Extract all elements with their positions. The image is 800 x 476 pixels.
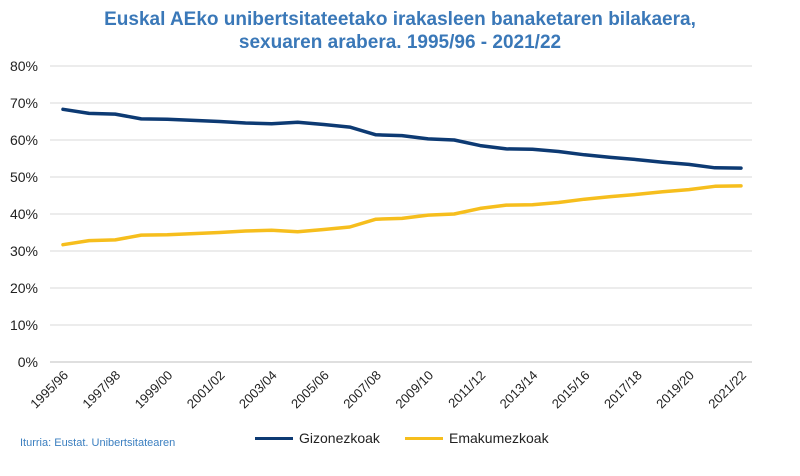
x-tick-label: 2019/20 [653, 368, 697, 412]
legend-item-emakumezkoak: Emakumezkoak [405, 430, 549, 446]
x-tick-label: 1995/96 [27, 368, 71, 412]
series-line-gizonezkoak [61, 107, 743, 170]
y-tick-label: 60% [10, 132, 38, 148]
chart-title: Euskal AEko unibertsitateetako irakaslee… [0, 8, 800, 54]
chart-title-line-2: sexuaren arabera. 1995/96 - 2021/22 [238, 32, 562, 53]
grid-lines [50, 65, 752, 363]
x-tick-label: 2011/12 [445, 368, 488, 411]
y-tick-label: 50% [10, 169, 38, 185]
x-tick-label: 2015/16 [549, 368, 593, 412]
chart-title-line-1: Euskal AEko unibertsitateetako irakaslee… [104, 9, 696, 30]
x-tick-label: 2001/02 [184, 368, 228, 412]
legend-label-gizonezkoak: Gizonezkoak [299, 430, 380, 446]
x-tick-label: 2005/06 [288, 368, 332, 412]
x-tick-label: 2009/10 [392, 368, 436, 412]
x-tick-label: 2013/14 [497, 368, 541, 412]
x-tick-label: 1999/00 [132, 368, 176, 412]
x-tick-label: 1997/98 [79, 368, 123, 412]
series-lines [61, 107, 743, 247]
x-axis-tick-labels: 1995/96 1997/98 1999/00 2001/02 2003/04 2005/… [27, 368, 749, 412]
x-tick-label: 2017/18 [601, 368, 645, 412]
y-tick-label: 30% [10, 243, 38, 259]
y-axis-tick-labels: 0% 10% 20% 30% 40% 50% 60% 70% 80% [10, 58, 38, 370]
x-tick-label: 2007/08 [340, 368, 384, 412]
y-tick-label: 10% [10, 317, 38, 333]
y-tick-label: 20% [10, 280, 38, 296]
legend: Gizonezkoak Emakumezkoak [0, 430, 800, 450]
x-tick-label: 2003/04 [236, 368, 280, 412]
y-tick-label: 40% [10, 206, 38, 222]
source-note: Iturria: Eustat. Unibertsitatearen [20, 437, 176, 449]
legend-swatch-emakumezkoak [405, 436, 443, 440]
series-line-emakumezkoak [61, 184, 743, 247]
legend-swatch-gizonezkoak [255, 436, 293, 440]
legend-label-emakumezkoak: Emakumezkoak [449, 430, 549, 446]
x-tick-label: 2021/22 [705, 368, 749, 412]
y-tick-label: 70% [10, 95, 38, 111]
y-tick-label: 80% [10, 58, 38, 74]
legend-item-gizonezkoak: Gizonezkoak [255, 430, 380, 446]
y-tick-label: 0% [18, 354, 38, 370]
